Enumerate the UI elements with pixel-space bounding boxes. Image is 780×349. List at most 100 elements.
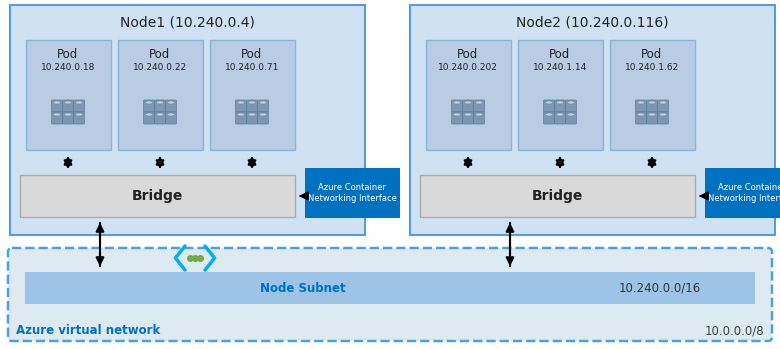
Ellipse shape <box>64 101 72 104</box>
Ellipse shape <box>567 101 575 104</box>
Ellipse shape <box>53 101 61 104</box>
Ellipse shape <box>145 113 153 116</box>
Text: Pod: Pod <box>241 47 263 60</box>
Bar <box>25 272 755 304</box>
Bar <box>426 40 510 150</box>
Ellipse shape <box>156 101 164 104</box>
Bar <box>20 175 295 217</box>
FancyBboxPatch shape <box>165 112 176 124</box>
FancyBboxPatch shape <box>51 100 62 112</box>
Bar <box>305 168 400 218</box>
Bar <box>609 40 694 150</box>
FancyBboxPatch shape <box>236 112 246 124</box>
FancyBboxPatch shape <box>73 112 84 124</box>
Text: Bridge: Bridge <box>132 189 183 203</box>
Bar <box>420 175 695 217</box>
Ellipse shape <box>464 101 472 104</box>
FancyBboxPatch shape <box>658 112 668 124</box>
Text: 10.0.0.0/8: 10.0.0.0/8 <box>704 325 764 337</box>
FancyBboxPatch shape <box>144 100 154 112</box>
Bar <box>10 5 365 235</box>
FancyBboxPatch shape <box>658 100 668 112</box>
Ellipse shape <box>648 101 656 104</box>
Ellipse shape <box>75 113 83 116</box>
Text: Azure Container
Networking Interface: Azure Container Networking Interface <box>708 183 780 203</box>
Ellipse shape <box>637 101 645 104</box>
Ellipse shape <box>167 113 175 116</box>
Text: 10.240.1.62: 10.240.1.62 <box>625 64 679 73</box>
FancyBboxPatch shape <box>555 100 565 112</box>
Ellipse shape <box>556 101 564 104</box>
FancyBboxPatch shape <box>257 100 268 112</box>
FancyBboxPatch shape <box>236 100 246 112</box>
Ellipse shape <box>475 113 483 116</box>
FancyBboxPatch shape <box>473 112 484 124</box>
Ellipse shape <box>475 101 483 104</box>
Bar <box>410 5 775 235</box>
Ellipse shape <box>237 113 245 116</box>
Bar <box>210 40 295 150</box>
Ellipse shape <box>556 113 564 116</box>
Ellipse shape <box>156 113 164 116</box>
Text: 10.240.0.71: 10.240.0.71 <box>225 64 279 73</box>
FancyBboxPatch shape <box>154 100 165 112</box>
Ellipse shape <box>545 101 553 104</box>
Bar <box>517 40 602 150</box>
FancyBboxPatch shape <box>647 112 658 124</box>
FancyBboxPatch shape <box>636 100 647 112</box>
FancyBboxPatch shape <box>647 100 658 112</box>
Ellipse shape <box>659 113 667 116</box>
Ellipse shape <box>237 101 245 104</box>
FancyBboxPatch shape <box>463 100 473 112</box>
Ellipse shape <box>659 101 667 104</box>
Ellipse shape <box>259 113 267 116</box>
FancyBboxPatch shape <box>62 112 73 124</box>
Ellipse shape <box>453 113 461 116</box>
Ellipse shape <box>259 101 267 104</box>
FancyBboxPatch shape <box>51 112 62 124</box>
FancyBboxPatch shape <box>544 112 555 124</box>
FancyBboxPatch shape <box>452 100 463 112</box>
Text: Pod: Pod <box>150 47 171 60</box>
Text: Azure virtual network: Azure virtual network <box>16 325 160 337</box>
FancyBboxPatch shape <box>73 100 84 112</box>
FancyBboxPatch shape <box>566 100 576 112</box>
Text: 10.240.0.18: 10.240.0.18 <box>41 64 95 73</box>
Ellipse shape <box>53 113 61 116</box>
Ellipse shape <box>545 113 553 116</box>
Text: Pod: Pod <box>457 47 479 60</box>
Text: Bridge: Bridge <box>532 189 583 203</box>
Ellipse shape <box>567 113 575 116</box>
Ellipse shape <box>637 113 645 116</box>
Text: 10.240.0.0/16: 10.240.0.0/16 <box>619 282 701 295</box>
Ellipse shape <box>464 113 472 116</box>
Text: Pod: Pod <box>549 47 571 60</box>
Text: 10.240.0.22: 10.240.0.22 <box>133 64 187 73</box>
FancyBboxPatch shape <box>473 100 484 112</box>
Ellipse shape <box>248 101 256 104</box>
Text: Node2 (10.240.0.116): Node2 (10.240.0.116) <box>516 16 668 30</box>
Ellipse shape <box>167 101 175 104</box>
Text: Azure Container
Networking Interface: Azure Container Networking Interface <box>308 183 397 203</box>
Ellipse shape <box>75 101 83 104</box>
FancyBboxPatch shape <box>257 112 268 124</box>
Text: Pod: Pod <box>641 47 663 60</box>
Bar <box>705 168 780 218</box>
FancyBboxPatch shape <box>8 248 772 341</box>
Text: 10.240.0.202: 10.240.0.202 <box>438 64 498 73</box>
FancyBboxPatch shape <box>62 100 73 112</box>
FancyBboxPatch shape <box>463 112 473 124</box>
FancyBboxPatch shape <box>246 100 257 112</box>
Text: Pod: Pod <box>58 47 79 60</box>
FancyBboxPatch shape <box>566 112 576 124</box>
FancyBboxPatch shape <box>452 112 463 124</box>
Text: Node Subnet: Node Subnet <box>260 282 346 295</box>
FancyBboxPatch shape <box>165 100 176 112</box>
Ellipse shape <box>248 113 256 116</box>
FancyBboxPatch shape <box>636 112 647 124</box>
Text: Node1 (10.240.0.4): Node1 (10.240.0.4) <box>120 16 255 30</box>
Ellipse shape <box>648 113 656 116</box>
FancyBboxPatch shape <box>544 100 555 112</box>
Ellipse shape <box>453 101 461 104</box>
Text: 10.240.1.14: 10.240.1.14 <box>533 64 587 73</box>
